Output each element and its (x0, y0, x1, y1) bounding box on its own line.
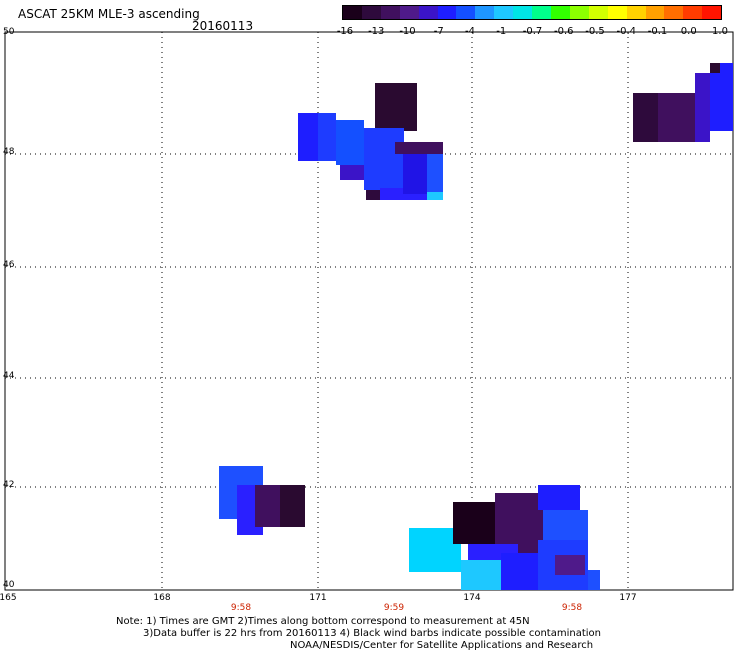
swath-cluster-north (298, 83, 443, 200)
color-scale-swatch (456, 6, 476, 19)
color-scale-swatch (550, 6, 570, 19)
color-scale-swatch (664, 6, 684, 19)
footnote-line-2: 3)Data buffer is 22 hrs from 20160113 4)… (143, 628, 601, 639)
lon-label-165: 165 (0, 593, 17, 603)
plot-frame (4, 31, 734, 591)
chart-date: 20160113 (192, 19, 254, 33)
chart-title: ASCAT 25KM MLE-3 ascending (18, 7, 200, 21)
color-scale-swatch (399, 6, 419, 19)
footnote-line-1: Note: 1) Times are GMT 2)Times along bot… (116, 616, 530, 627)
lat-label-42: 42 (3, 480, 15, 490)
lon-label-174: 174 (463, 593, 481, 603)
color-scale-swatch (645, 6, 665, 19)
color-scale-swatch (607, 6, 627, 19)
time-label-2: 9:59 (383, 603, 405, 613)
time-label-3: 9:58 (561, 603, 583, 613)
footnote-line-3: NOAA/NESDIS/Center for Satellite Applica… (290, 640, 594, 651)
color-scale-swatch (475, 6, 495, 19)
lat-label-50: 50 (3, 27, 15, 37)
lat-label-44: 44 (3, 371, 15, 381)
lat-label-46: 46 (3, 260, 15, 270)
color-scale-swatch (513, 6, 533, 19)
swath-cluster-southeast (409, 485, 600, 590)
color-scale-swatch (380, 6, 400, 19)
time-label-1: 9:58 (230, 603, 252, 613)
color-scale-swatch (494, 6, 514, 19)
color-scale-swatch (343, 6, 362, 19)
graticule (5, 32, 733, 590)
color-scale-swatch (532, 6, 551, 19)
color-scale-swatch (569, 6, 589, 19)
lon-label-168: 168 (153, 593, 171, 603)
color-scale-swatch (683, 6, 703, 19)
color-scale-swatch (702, 6, 722, 19)
lon-label-171: 171 (309, 593, 327, 603)
lat-label-48: 48 (3, 147, 15, 157)
lat-label-40: 40 (3, 580, 15, 590)
color-scale-swatch (588, 6, 608, 19)
color-scale-swatch (626, 6, 646, 19)
swath-cluster-southwest (219, 466, 305, 535)
color-scale-swatch (437, 6, 457, 19)
swath-cluster-northeast (633, 63, 733, 142)
lon-label-177: 177 (619, 593, 637, 603)
color-scale-swatch (418, 6, 438, 19)
color-scale-swatch (361, 6, 381, 19)
color-scale-bar (342, 5, 722, 20)
